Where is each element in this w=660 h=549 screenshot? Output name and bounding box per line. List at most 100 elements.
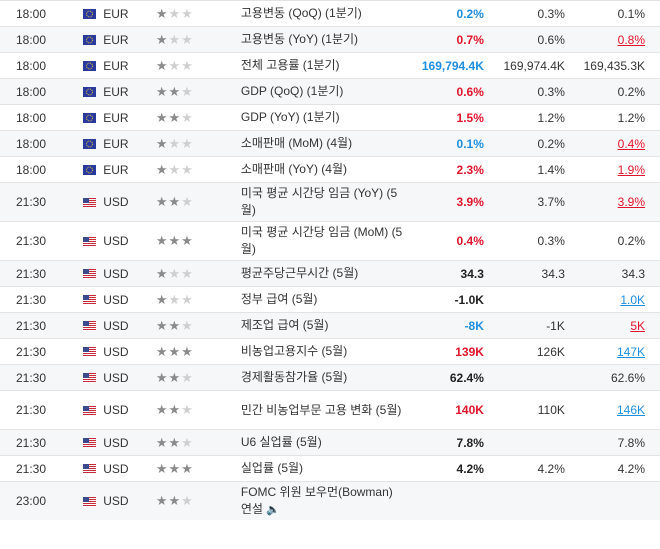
event-time: 21:30	[0, 286, 81, 313]
star-icon: ★	[155, 343, 169, 359]
event-name-link[interactable]: 미국 평균 시간당 임금 (MoM) (5월)	[240, 221, 410, 261]
event-name-link[interactable]: 고용변동 (YoY) (1분기)	[240, 26, 410, 53]
star-icon: ★	[181, 57, 194, 73]
event-name-link[interactable]: 고용변동 (QoQ) (1분기)	[240, 0, 410, 27]
previous-value: 34.3	[571, 260, 660, 287]
currency-code: EUR	[103, 104, 156, 131]
actual-value	[409, 481, 492, 520]
star-icon: ★	[168, 109, 182, 125]
importance-stars: ★★★	[155, 429, 241, 456]
star-icon: ★	[181, 493, 194, 508]
star-icon: ★	[155, 5, 169, 21]
us-flag-icon	[80, 481, 104, 520]
previous-value-text[interactable]: 1.0K	[620, 292, 645, 307]
event-name-link[interactable]: FOMC 위원 보우먼(Bowman) 연설 🔈	[240, 481, 410, 520]
star-icon: ★	[168, 194, 182, 209]
star-icon: ★	[168, 161, 182, 177]
importance-stars: ★★★	[155, 221, 241, 261]
table-row[interactable]: 21:30 USD ★★★ 제조업 급여 (5월) -8K -1K 5K	[0, 312, 660, 339]
event-name-link[interactable]: 전체 고용률 (1분기)	[240, 52, 410, 79]
actual-value: 1.5%	[409, 104, 492, 131]
table-row[interactable]: 18:00 EUR ★★★ 고용변동 (YoY) (1분기) 0.7% 0.6% 0.8%	[0, 26, 660, 53]
event-name-link[interactable]: 정부 급여 (5월)	[240, 286, 410, 313]
currency-code: USD	[103, 312, 156, 339]
event-time: 21:30	[0, 182, 81, 222]
table-row[interactable]: 23:00 USD ★★★ FOMC 위원 보우먼(Bowman) 연설 🔈	[0, 481, 660, 520]
previous-value: 0.2%	[571, 221, 660, 261]
table-row[interactable]: 21:30 USD ★★★ 비농업고용지수 (5월) 139K 126K 147K	[0, 338, 660, 365]
importance-stars: ★★★	[155, 312, 241, 339]
event-name-link[interactable]: GDP (YoY) (1분기)	[240, 104, 410, 131]
event-name-link[interactable]: 미국 평균 시간당 임금 (YoY) (5월)	[240, 182, 410, 222]
previous-value-text[interactable]: 5K	[630, 318, 645, 333]
previous-value	[571, 481, 660, 520]
event-name: U6 실업률 (5월)	[240, 435, 322, 449]
table-row[interactable]: 21:30 USD ★★★ U6 실업률 (5월) 7.8% 7.8%	[0, 429, 660, 456]
previous-value-text[interactable]: 147K	[616, 344, 645, 359]
star-icon: ★	[168, 265, 182, 281]
importance-stars: ★★★	[155, 260, 241, 287]
event-name: 소매판매 (YoY) (4월)	[240, 162, 347, 176]
event-name: 민간 비농업부문 고용 변화 (5월)	[240, 402, 402, 417]
eu-flag-icon	[80, 130, 104, 157]
star-icon: ★	[181, 291, 194, 307]
event-name-link[interactable]: 평균주당근무시간 (5월)	[240, 260, 410, 287]
table-row[interactable]: 21:30 USD ★★★ 민간 비농업부문 고용 변화 (5월) 140K 110K 14…	[0, 390, 660, 430]
event-name-link[interactable]: 실업률 (5월)	[240, 455, 410, 482]
event-name-link[interactable]: 민간 비농업부문 고용 변화 (5월)	[240, 390, 410, 430]
actual-value: 140K	[409, 390, 492, 430]
star-icon: ★	[181, 343, 194, 359]
event-name: GDP (YoY) (1분기)	[240, 110, 340, 124]
table-row[interactable]: 21:30 USD ★★★ 정부 급여 (5월) -1.0K 1.0K	[0, 286, 660, 313]
star-icon: ★	[181, 31, 194, 47]
currency-code: USD	[103, 338, 156, 365]
previous-value-text[interactable]: 3.9%	[617, 195, 645, 209]
event-time: 18:00	[0, 130, 81, 157]
currency-code: USD	[103, 429, 156, 456]
currency-code: USD	[103, 455, 156, 482]
event-name-link[interactable]: 비농업고용지수 (5월)	[240, 338, 410, 365]
previous-value-text[interactable]: 1.9%	[617, 162, 645, 177]
previous-value-text: 4.2%	[617, 461, 645, 476]
actual-value: 2.3%	[409, 156, 492, 183]
previous-value-text[interactable]: 0.8%	[617, 32, 645, 47]
table-row[interactable]: 18:00 EUR ★★★ 전체 고용률 (1분기) 169,794.4K 169,974…	[0, 52, 660, 79]
event-name: FOMC 위원 보우먼(Bowman) 연설	[240, 484, 393, 516]
table-row[interactable]: 21:30 USD ★★★ 평균주당근무시간 (5월) 34.3 34.3 34.3	[0, 260, 660, 287]
table-row[interactable]: 21:30 USD ★★★ 경제활동참가율 (5월) 62.4% 62.6%	[0, 364, 660, 391]
currency-code: USD	[103, 364, 156, 391]
event-name-link[interactable]: GDP (QoQ) (1분기)	[240, 78, 410, 105]
forecast-value: -1K	[491, 312, 572, 339]
table-row[interactable]: 18:00 EUR ★★★ GDP (YoY) (1분기) 1.5% 1.2% 1.2%	[0, 104, 660, 131]
event-name-link[interactable]: 소매판매 (MoM) (4월)	[240, 130, 410, 157]
table-row[interactable]: 18:00 EUR ★★★ 소매판매 (YoY) (4월) 2.3% 1.4% 1.9%	[0, 156, 660, 183]
actual-value: -8K	[409, 312, 492, 339]
table-row[interactable]: 18:00 EUR ★★★ 소매판매 (MoM) (4월) 0.1% 0.2% 0.4%	[0, 130, 660, 157]
table-row[interactable]: 18:00 EUR ★★★ 고용변동 (QoQ) (1분기) 0.2% 0.3% 0.1%	[0, 0, 660, 27]
table-row[interactable]: 21:30 USD ★★★ 실업률 (5월) 4.2% 4.2% 4.2%	[0, 455, 660, 482]
event-time: 21:30	[0, 221, 81, 261]
importance-stars: ★★★	[155, 455, 241, 482]
event-time: 21:30	[0, 429, 81, 456]
event-name: 미국 평균 시간당 임금 (MoM) (5월)	[240, 225, 403, 256]
table-row[interactable]: 18:00 EUR ★★★ GDP (QoQ) (1분기) 0.6% 0.3% 0.2%	[0, 78, 660, 105]
us-flag-icon	[80, 221, 104, 261]
forecast-value: 3.7%	[491, 182, 572, 222]
previous-value: 3.9%	[571, 182, 660, 222]
event-time: 23:00	[0, 481, 81, 520]
event-name-link[interactable]: 경제활동참가율 (5월)	[240, 364, 410, 391]
table-row[interactable]: 21:30 USD ★★★ 미국 평균 시간당 임금 (MoM) (5월) 0.4% 0.…	[0, 221, 660, 261]
event-name-link[interactable]: U6 실업률 (5월)	[240, 429, 410, 456]
table-row[interactable]: 21:30 USD ★★★ 미국 평균 시간당 임금 (YoY) (5월) 3.9% 3.…	[0, 182, 660, 222]
previous-value-text[interactable]: 0.4%	[617, 136, 645, 151]
actual-value: 0.7%	[409, 26, 492, 53]
event-name-link[interactable]: 제조업 급여 (5월)	[240, 312, 410, 339]
forecast-value: 34.3	[491, 260, 572, 287]
previous-value-text[interactable]: 146K	[616, 403, 645, 417]
us-flag-icon	[80, 286, 104, 313]
importance-stars: ★★★	[155, 390, 241, 430]
previous-value: 1.0K	[571, 286, 660, 313]
us-flag-icon	[80, 182, 104, 222]
star-icon: ★	[181, 109, 194, 125]
event-name-link[interactable]: 소매판매 (YoY) (4월)	[240, 156, 410, 183]
